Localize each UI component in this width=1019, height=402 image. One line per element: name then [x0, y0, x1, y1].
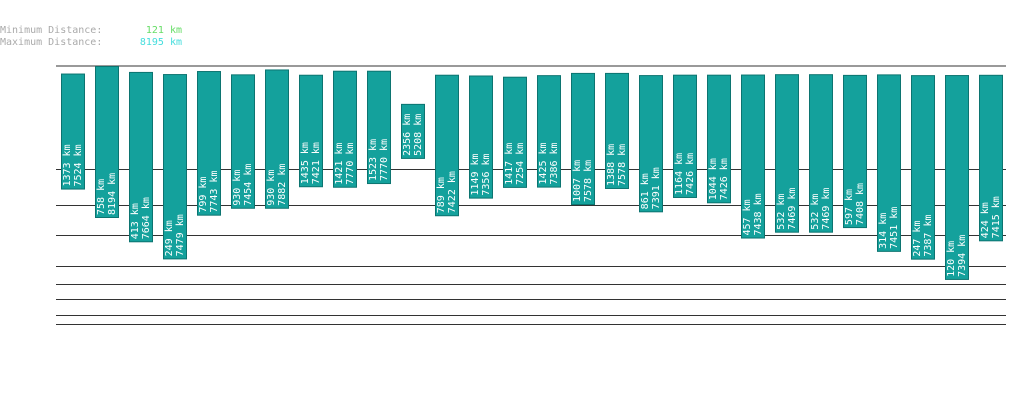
range-bar [95, 66, 119, 218]
range-bar [537, 75, 561, 188]
range-bar [877, 74, 901, 252]
range-bar [571, 72, 595, 206]
max-label: 7415 km [991, 196, 1002, 238]
min-label: 457 km [742, 199, 753, 235]
range-bar [265, 69, 289, 209]
max-distance-row: Maximum Distance: 8195 km [0, 37, 182, 48]
max-label: 5208 km [413, 114, 424, 156]
min-label: 249 km [164, 220, 175, 256]
min-label: 930 km [232, 170, 243, 206]
min-label: 1373 km [62, 144, 73, 186]
min-label: 1417 km [504, 143, 515, 185]
min-label: 1164 km [674, 153, 685, 195]
range-bar [367, 70, 391, 185]
min-label: 1044 km [708, 158, 719, 200]
range-bar [605, 72, 629, 189]
min-label: 930 km [266, 170, 277, 206]
max-label: 7426 km [685, 153, 696, 195]
max-label: 8194 km [107, 173, 118, 215]
range-bar [673, 74, 697, 198]
max-label: 7469 km [787, 188, 798, 230]
max-label: 7422 km [447, 171, 458, 213]
max-label: 7469 km [821, 188, 832, 230]
min-label: 1007 km [572, 160, 583, 202]
max-label: 7578 km [617, 144, 628, 186]
min-label: 1435 km [300, 142, 311, 184]
range-bar [333, 70, 357, 188]
range-bar [503, 76, 527, 188]
max-label: 7408 km [855, 183, 866, 225]
range-bar [639, 75, 663, 213]
max-label: 7254 km [515, 143, 526, 185]
range-bar [775, 74, 799, 233]
range-bar [435, 74, 459, 217]
min-label: 1388 km [606, 144, 617, 186]
max-label: 7479 km [175, 214, 186, 256]
range-bar [299, 74, 323, 188]
max-distance-value: 8195 km [139, 37, 182, 48]
max-label: 7882 km [277, 164, 288, 206]
range-bar [61, 73, 85, 190]
max-label: 7578 km [583, 160, 594, 202]
range-bar [469, 75, 493, 199]
range-bar [809, 74, 833, 233]
max-label: 7770 km [379, 139, 390, 181]
range-bar [163, 74, 187, 260]
max-label: 7386 km [549, 142, 560, 184]
max-label: 7664 km [141, 197, 152, 239]
min-label: 247 km [912, 221, 923, 257]
range-bar [401, 103, 425, 159]
min-label: 789 km [436, 177, 447, 213]
min-label: 532 km [776, 194, 787, 230]
min-label: 314 km [878, 213, 889, 249]
max-label: 7421 km [311, 142, 322, 184]
min-label: 597 km [844, 189, 855, 225]
min-label: 2356 km [402, 114, 413, 156]
min-label: 758 km [96, 179, 107, 215]
min-label: 861 km [640, 173, 651, 209]
range-bar [707, 74, 731, 204]
min-distance-label: Minimum Distance: [0, 25, 103, 36]
min-distance-value: 121 km [145, 25, 182, 36]
min-label: 1421 km [334, 143, 345, 185]
max-label: 7451 km [889, 207, 900, 249]
range-bar [979, 74, 1003, 242]
max-label: 7394 km [957, 235, 968, 277]
range-bar [129, 71, 153, 243]
range-bar [945, 75, 969, 280]
min-label: 1523 km [368, 139, 379, 181]
min-label: 799 km [198, 177, 209, 213]
min-label: 1149 km [470, 153, 481, 195]
min-label: 532 km [810, 194, 821, 230]
max-label: 7438 km [753, 193, 764, 235]
min-label: 413 km [130, 203, 141, 239]
min-label: 424 km [980, 202, 991, 238]
max-label: 7770 km [345, 143, 356, 185]
range-bar [197, 71, 221, 216]
min-distance-row: Minimum Distance: 121 km [0, 25, 182, 36]
max-label: 7356 km [481, 153, 492, 195]
min-label: 1425 km [538, 142, 549, 184]
max-label: 7391 km [651, 167, 662, 209]
max-label: 7454 km [243, 164, 254, 206]
max-label: 7387 km [923, 214, 934, 256]
range-bar [741, 74, 765, 239]
max-label: 7524 km [73, 144, 84, 186]
max-label: 7426 km [719, 158, 730, 200]
range-bar [843, 74, 867, 229]
max-distance-label: Maximum Distance: [0, 37, 103, 48]
range-bar [911, 75, 935, 260]
range-bar [231, 74, 255, 209]
max-label: 7743 km [209, 171, 220, 213]
min-label: 120 km [946, 241, 957, 277]
